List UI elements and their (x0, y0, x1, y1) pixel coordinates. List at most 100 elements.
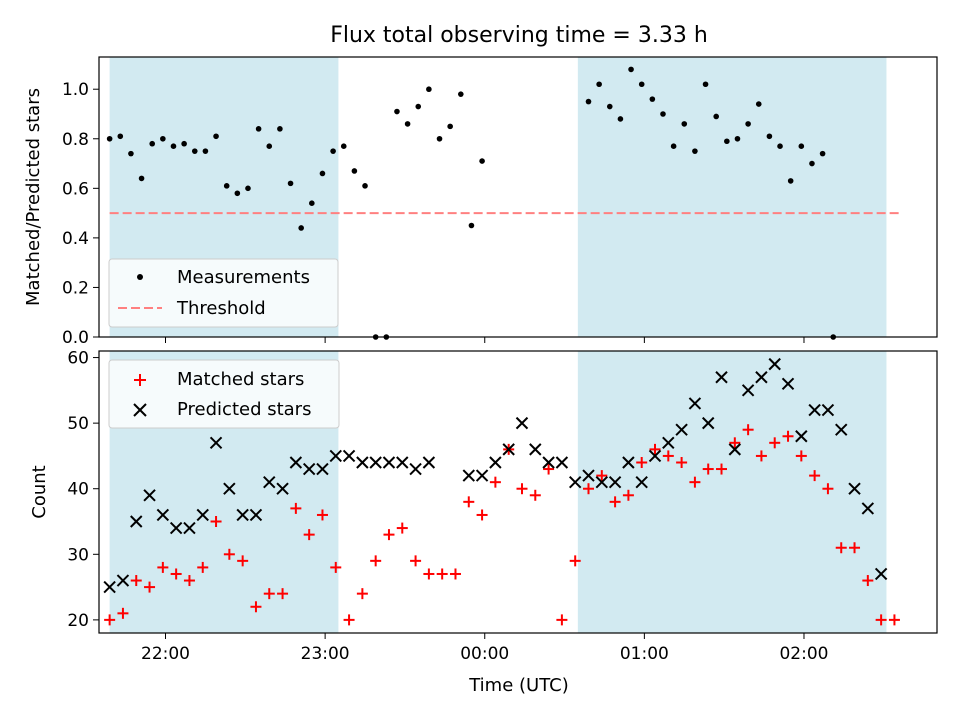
measurement-point (191, 148, 198, 154)
measurement-point (458, 91, 464, 97)
predicted-star-point (595, 475, 609, 489)
predicted-star-point (316, 462, 329, 476)
predicted-d2 (688, 397, 702, 410)
predicted-star-point (263, 475, 276, 489)
bottom-y-tick-label: 40 (67, 480, 89, 500)
top-legend-box (108, 258, 339, 328)
matched-star-point (476, 509, 488, 521)
measurement-point (319, 170, 326, 177)
predicted-d2 (848, 482, 861, 495)
top-y-tick-label: 0.0 (62, 328, 89, 348)
predicted-star-point (502, 443, 515, 456)
matched-star-point (862, 575, 874, 587)
predicted-d2 (342, 449, 356, 463)
measurement-point (692, 148, 698, 154)
matched-star-point (370, 555, 382, 567)
matched-star-point (316, 509, 328, 521)
predicted-star-point (675, 423, 688, 436)
measurement-point (713, 113, 719, 120)
predicted-d2 (755, 371, 768, 384)
predicted-star-point (116, 574, 130, 587)
measurement-point (255, 126, 262, 132)
matched-star-point (795, 450, 807, 462)
measurement-point (309, 200, 315, 206)
predicted-star-point (755, 371, 768, 384)
predicted-d2 (648, 449, 662, 463)
top-legend: Measurements Threshold (108, 258, 339, 328)
measurement-point (436, 135, 443, 142)
measurement-point (277, 126, 283, 132)
predicted-star-point (103, 580, 116, 594)
predicted-d2 (542, 456, 555, 469)
predicted-d2 (568, 475, 582, 489)
predicted-d2 (263, 475, 276, 489)
measurement-point (117, 133, 124, 140)
predicted-star-point (635, 475, 648, 489)
bottom-y-tick-label: 60 (67, 349, 89, 369)
measurement-point (787, 178, 794, 184)
legend-matched-marker (134, 374, 146, 386)
matched-star-point (330, 561, 342, 573)
bottom-legend-box (108, 359, 340, 429)
bottom-y-ticks: 20 30 40 50 60 (67, 349, 99, 631)
shaded-interval-2 (577, 57, 887, 337)
top-panel: 0.0 0.2 0.4 0.6 0.8 1.0 Matched/Predicted sta… (23, 56, 938, 348)
matched-star-point (263, 588, 275, 600)
x-tick-label: 00:00 (460, 644, 509, 664)
predicted-star-point (622, 456, 635, 469)
predicted-d2 (356, 456, 369, 469)
legend-measurements-label: Measurements (177, 267, 310, 288)
predicted-d2 (130, 515, 143, 528)
x-axis-label: Time (UTC) (468, 675, 569, 696)
predicted-star-point (648, 449, 662, 463)
predicted-d2 (169, 521, 183, 535)
measurement-point (585, 98, 592, 105)
predicted-d2 (369, 456, 382, 469)
top-y-tick-label: 0.8 (62, 130, 89, 150)
predicted-star-point (196, 508, 209, 522)
predicted-d2 (249, 508, 263, 522)
predicted-star-point (542, 456, 555, 469)
measurement-point (170, 143, 177, 150)
predicted-d2 (622, 456, 635, 469)
measurement-point (734, 135, 741, 142)
predicted-d2 (741, 384, 755, 397)
predicted-star-point (741, 384, 755, 397)
top-y-tick-label: 0.6 (62, 179, 89, 199)
measurement-point (638, 81, 645, 88)
predicted-d2 (768, 357, 781, 371)
matched-star-point (689, 476, 701, 488)
legend-measurements-marker (137, 274, 143, 280)
predicted-d2 (821, 403, 835, 417)
predicted-d2 (475, 469, 489, 482)
chart-title: Flux total observing time = 3.33 h (330, 23, 708, 48)
matched-star-point (809, 470, 821, 482)
predicted-d2 (289, 456, 303, 469)
measurement-point (149, 140, 156, 147)
top-x-ticks (165, 337, 805, 343)
matched-star-point (343, 614, 355, 626)
measurement-point (681, 121, 688, 127)
predicted-d2 (595, 475, 609, 489)
measurement-points (106, 66, 837, 340)
predicted-d2 (156, 508, 170, 522)
matched-star-point (649, 443, 661, 455)
predicted-d2 (715, 371, 728, 384)
predicted-star-point (861, 502, 875, 515)
predicted-d2 (835, 423, 848, 436)
matched-star-point (596, 470, 608, 482)
matched-star-point (449, 568, 461, 580)
measurement-point (649, 96, 656, 102)
legend-predicted-marker (133, 403, 147, 417)
measurement-point (809, 160, 815, 167)
measurement-point (468, 222, 475, 229)
predicted-star-point (688, 397, 702, 410)
predicted-star-point (462, 469, 475, 482)
bottom-y-tick-label: 20 (67, 611, 89, 631)
predicted-d2 (382, 456, 396, 469)
predicted-d2 (808, 403, 821, 417)
top-y-ticks: 0.0 0.2 0.4 0.6 0.8 1.0 (62, 80, 99, 348)
measurement-point (798, 143, 805, 150)
predicted-star-point (874, 567, 888, 581)
legend-predicted-label: Predicted stars (177, 399, 311, 420)
